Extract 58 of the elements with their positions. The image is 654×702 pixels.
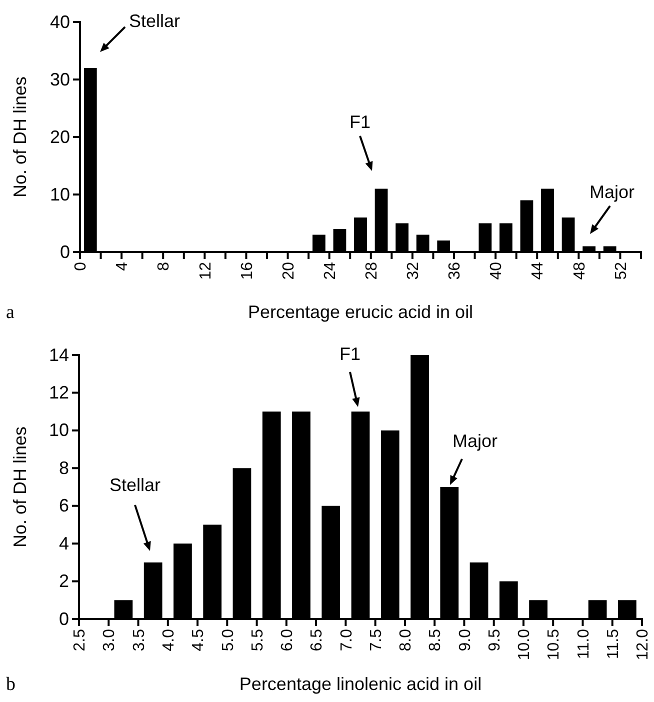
x-tick-label: 40	[488, 262, 506, 280]
y-tick-label: 14	[48, 344, 69, 365]
text: b	[6, 674, 16, 695]
x-tick-label: 24	[322, 262, 339, 280]
x-tick-label: 9.0	[456, 628, 474, 652]
x-tick-label: 44	[530, 262, 547, 280]
y-tick-label: 2	[58, 571, 69, 592]
x-tick-label: 2.5	[72, 628, 89, 652]
y-axis-title: No. of DH lines	[10, 426, 30, 548]
x-tick-label: 36	[446, 262, 464, 280]
x-tick-label: 3.0	[101, 628, 118, 652]
annotation: Stellar	[109, 475, 161, 495]
x-tick-label: 7.0	[338, 628, 356, 652]
annotation: Major	[452, 431, 498, 451]
y-tick-label: 40	[50, 12, 70, 32]
text: a	[6, 302, 15, 323]
x-tick-label: 9.5	[486, 628, 504, 652]
x-axis-title: Percentage linolenic acid in oil	[239, 674, 482, 694]
x-tick-label: 3.5	[130, 628, 148, 652]
x-tick-label: 8.5	[427, 628, 444, 652]
x-tick-label: 6.5	[308, 628, 326, 652]
x-tick-label: 7.5	[368, 628, 385, 652]
x-tick-label: 8	[156, 262, 173, 271]
x-tick-label: 10.5	[546, 628, 563, 660]
y-tick-label: 20	[50, 126, 70, 147]
y-tick-label: 0	[58, 608, 69, 629]
x-tick-label: 5.5	[249, 628, 266, 652]
x-tick-label: 48	[571, 262, 588, 280]
x-tick-label: 4	[114, 262, 132, 271]
x-tick-label: 32	[405, 262, 422, 280]
y-tick-label: 8	[58, 458, 69, 478]
x-tick-label: 28	[363, 262, 380, 280]
x-tick-label: 4.0	[160, 628, 178, 652]
x-tick-label: 4.5	[190, 628, 208, 652]
x-tick-label: 0	[72, 262, 90, 271]
x-tick-label: 8.0	[398, 628, 415, 652]
x-tick-label: 6.0	[279, 628, 296, 652]
annotation: F1	[349, 112, 371, 132]
x-tick-label: 10.0	[516, 628, 534, 660]
x-tick-label: 20	[280, 262, 298, 280]
y-tick-label: 10	[50, 184, 70, 204]
x-axis-title: Percentage erucic acid in oil	[248, 302, 474, 322]
x-tick-label: 11.5	[604, 628, 622, 659]
annotation: F1	[339, 344, 361, 364]
x-tick-label: 16	[238, 262, 256, 280]
x-tick-label: 12.0	[634, 628, 652, 660]
y-tick-label: 4	[58, 533, 69, 554]
annotation: Stellar	[129, 11, 180, 31]
y-tick-label: 10	[48, 420, 69, 440]
y-tick-label: 6	[58, 496, 69, 516]
y-tick-label: 30	[50, 69, 70, 90]
x-tick-label: 12	[197, 262, 214, 280]
y-axis-title: No. of DH lines	[10, 76, 30, 198]
y-tick-label: 12	[48, 382, 69, 402]
x-tick-label: 11.0	[575, 628, 592, 659]
x-tick-label: 5.0	[220, 628, 237, 652]
x-tick-label: 52	[612, 262, 630, 280]
annotation: Major	[589, 182, 635, 202]
